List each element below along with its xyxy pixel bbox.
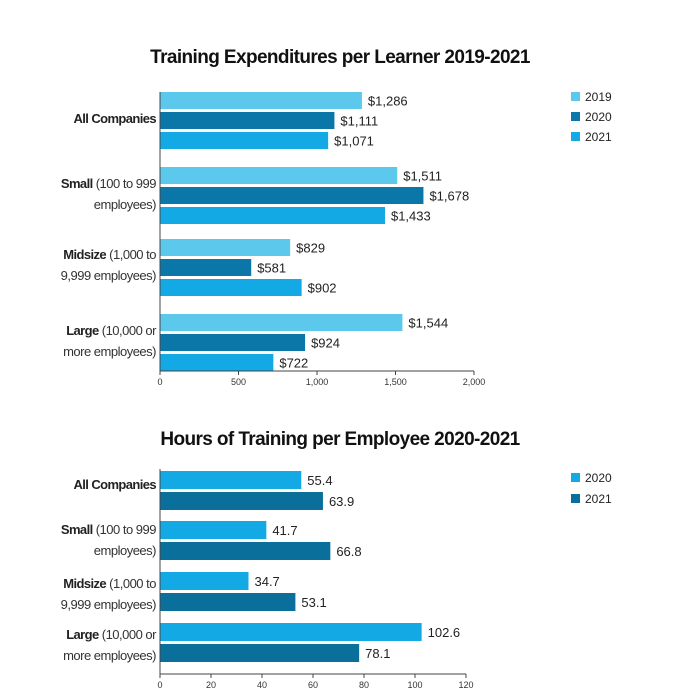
category-name: Midsize — [63, 247, 107, 262]
category-label-small: Small (100 to 999 employees) — [60, 173, 157, 215]
category-detail: 9,999 employees) — [60, 597, 157, 612]
value-label-1-3-0: 102.6 — [428, 625, 461, 640]
value-label-1-0-1: 63.9 — [329, 494, 354, 509]
category-detail: (10,000 or — [101, 627, 157, 642]
legend-swatch-0-1 — [571, 112, 580, 121]
value-label-0-0-2: $1,071 — [334, 134, 374, 149]
category-label-midsize: Midsize (1,000 to 9,999 employees) — [60, 244, 157, 286]
value-label-0-2-2: $902 — [308, 281, 337, 296]
bar-0-1-1 — [160, 187, 424, 204]
value-label-0-3-1: $924 — [311, 336, 340, 351]
x-tick-label-1-0: 0 — [157, 680, 162, 690]
value-label-0-3-0: $1,544 — [408, 316, 448, 331]
legend-swatch-1-0 — [571, 473, 580, 482]
value-label-1-1-1: 66.8 — [336, 544, 361, 559]
value-label-1-2-0: 34.7 — [254, 574, 279, 589]
value-label-1-2-1: 53.1 — [301, 595, 326, 610]
category-name: Midsize — [63, 576, 107, 591]
bar-0-0-1 — [160, 112, 335, 129]
category-label-small-hours: Small (100 to 999 employees) — [60, 519, 157, 561]
x-tick-label-0-0: 0 — [157, 377, 162, 387]
bar-0-1-2 — [160, 207, 385, 224]
bar-0-2-0 — [160, 239, 291, 256]
category-label-midsize-hours: Midsize (1,000 to 9,999 employees) — [60, 573, 157, 615]
value-label-1-3-1: 78.1 — [365, 646, 390, 661]
category-detail: employees) — [93, 197, 157, 212]
category-detail: more employees) — [63, 344, 156, 359]
category-detail: more employees) — [63, 648, 156, 663]
category-label-large: Large (10,000 or more employees) — [63, 320, 156, 362]
x-tick-label-1-1: 20 — [206, 680, 216, 690]
chart-title-expenditures: Training Expenditures per Learner 2019-2… — [150, 47, 530, 68]
category-detail: (10,000 or — [101, 323, 157, 338]
bar-1-3-1 — [160, 644, 360, 662]
bar-1-3-0 — [160, 623, 422, 641]
bar-1-1-0 — [160, 521, 267, 539]
category-detail: (100 to 999 — [95, 176, 157, 191]
x-tick-label-1-3: 60 — [308, 680, 318, 690]
bar-0-0-2 — [160, 132, 329, 149]
legend-swatch-0-2 — [571, 132, 580, 141]
category-detail: 9,999 employees) — [60, 268, 157, 283]
x-tick-label-1-2: 40 — [257, 680, 267, 690]
legend-label-0-0: 2019 — [585, 90, 612, 104]
bar-1-0-0 — [160, 471, 302, 489]
category-name: Large — [66, 627, 99, 642]
category-name: Small — [60, 522, 93, 537]
category-label-all-companies: All Companies — [74, 108, 157, 129]
bar-0-3-1 — [160, 334, 306, 351]
chart-title-hours: Hours of Training per Employee 2020-2021 — [160, 429, 520, 450]
value-label-0-0-0: $1,286 — [368, 94, 408, 109]
bar-1-2-1 — [160, 593, 296, 611]
bar-1-0-1 — [160, 492, 323, 510]
x-tick-label-1-6: 120 — [458, 680, 473, 690]
legend-label-1-1: 2021 — [585, 492, 612, 506]
bar-0-0-0 — [160, 92, 362, 109]
value-label-0-1-2: $1,433 — [391, 209, 431, 224]
value-label-1-1-0: 41.7 — [272, 523, 297, 538]
x-tick-label-0-4: 2,000 — [463, 377, 486, 387]
value-label-1-0-0: 55.4 — [307, 473, 332, 488]
bar-0-3-2 — [160, 354, 274, 371]
x-tick-label-0-2: 1,000 — [306, 377, 329, 387]
category-name: Large — [66, 323, 99, 338]
category-label-large-hours: Large (10,000 or more employees) — [63, 624, 156, 666]
legend-label-0-2: 2021 — [585, 130, 612, 144]
value-label-0-1-0: $1,511 — [403, 169, 442, 184]
x-tick-label-0-1: 500 — [231, 377, 246, 387]
category-detail: (100 to 999 — [95, 522, 157, 537]
category-detail: (1,000 to — [109, 247, 156, 262]
bar-0-1-0 — [160, 167, 398, 184]
bar-0-2-1 — [160, 259, 252, 276]
legend-swatch-1-1 — [571, 494, 580, 503]
value-label-0-2-1: $581 — [257, 261, 286, 276]
x-tick-label-1-4: 80 — [359, 680, 369, 690]
category-label-all-companies-hours: All Companies — [74, 474, 157, 495]
legend-swatch-0-0 — [571, 92, 580, 101]
value-label-0-1-1: $1,678 — [429, 189, 469, 204]
category-detail: (1,000 to — [109, 576, 156, 591]
bar-0-2-2 — [160, 279, 302, 296]
value-label-0-3-2: $722 — [279, 356, 308, 371]
category-name: All Companies — [73, 477, 157, 492]
legend-label-1-0: 2020 — [585, 471, 612, 485]
value-label-0-0-1: $1,111 — [340, 114, 378, 129]
x-tick-label-0-3: 1,500 — [384, 377, 407, 387]
legend-label-0-1: 2020 — [585, 110, 612, 124]
value-label-0-2-0: $829 — [296, 241, 325, 256]
category-detail: employees) — [93, 543, 157, 558]
category-name: Small — [60, 176, 93, 191]
category-name: All Companies — [73, 111, 157, 126]
bar-1-1-1 — [160, 542, 331, 560]
bar-1-2-0 — [160, 572, 249, 590]
x-tick-label-1-5: 100 — [407, 680, 422, 690]
bar-0-3-0 — [160, 314, 403, 331]
